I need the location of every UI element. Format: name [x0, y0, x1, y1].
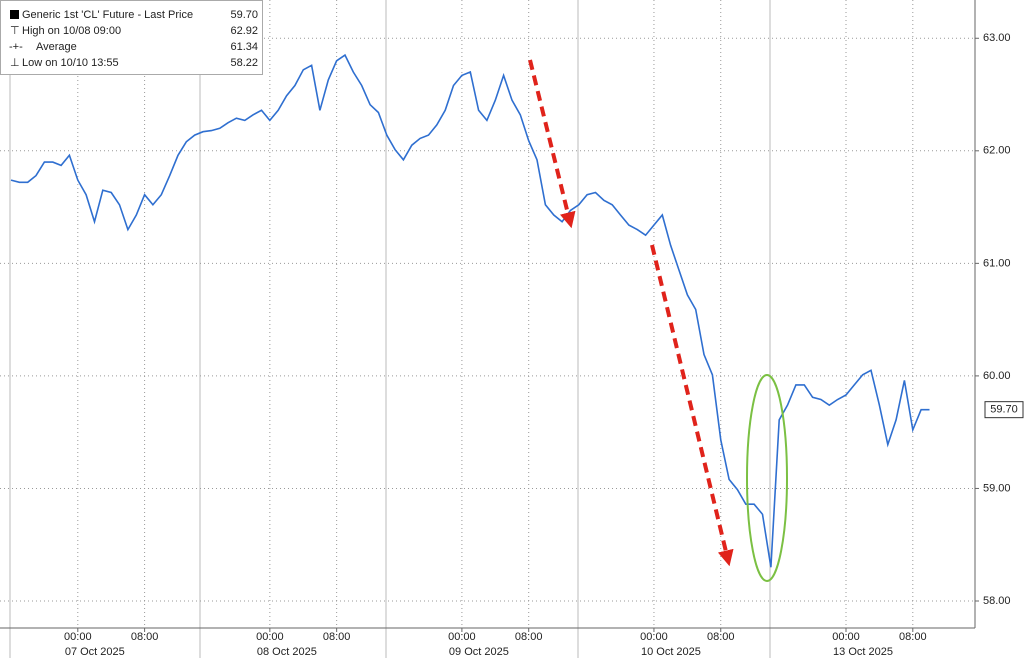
legend-label: High on 10/08 09:00 [22, 25, 121, 37]
y-tick-label: 59.00 [983, 482, 1011, 494]
x-tick-label: 00:00 [256, 631, 284, 643]
date-label: 08 Oct 2025 [257, 646, 317, 658]
plot [0, 0, 975, 628]
x-tick-label: 08:00 [131, 631, 159, 643]
legend-box [0, 0, 263, 75]
legend-icon: -+- [9, 41, 23, 53]
date-label: 09 Oct 2025 [449, 646, 509, 658]
day-separators [9, 0, 771, 658]
x-tick-label: 00:00 [640, 631, 668, 643]
legend-label: Low on 10/10 13:55 [22, 57, 119, 69]
date-label: 10 Oct 2025 [641, 646, 701, 658]
legend: Generic 1st 'CL' Future - Last Price 59.… [0, 0, 263, 75]
x-tick-label: 08:00 [899, 631, 927, 643]
y-tick-label: 58.00 [983, 595, 1011, 607]
x-tick-label: 08:00 [707, 631, 735, 643]
x-tick-label: 00:00 [832, 631, 860, 643]
legend-value: 61.34 [230, 41, 258, 53]
legend-label: Generic 1st 'CL' Future - Last Price [22, 9, 193, 21]
arrow [650, 244, 734, 567]
x-tick-label: 00:00 [64, 631, 92, 643]
legend-value: 62.92 [230, 25, 258, 37]
y-tick-label: 63.00 [983, 32, 1011, 44]
last-price-label: 59.70 [990, 404, 1018, 416]
legend-swatch [10, 10, 19, 19]
y-tick-label: 60.00 [983, 370, 1011, 382]
legend-value: 59.70 [230, 9, 258, 21]
last-price-tag [984, 401, 1024, 419]
date-label: 13 Oct 2025 [833, 646, 893, 658]
legend-label: Average [36, 41, 77, 53]
price-line [10, 53, 930, 568]
x-tick-label: 08:00 [323, 631, 351, 643]
arrow [528, 59, 576, 229]
x-tick-label: 00:00 [448, 631, 476, 643]
legend-icon: ⊥ [10, 57, 20, 69]
legend-icon: ⊤ [10, 25, 20, 37]
date-label: 07 Oct 2025 [65, 646, 125, 658]
x-tick-label: 08:00 [515, 631, 543, 643]
legend-value: 58.22 [230, 57, 258, 69]
y-tick-label: 62.00 [983, 145, 1011, 157]
y-tick-label: 61.00 [983, 257, 1011, 269]
highlight-oval [746, 374, 788, 582]
